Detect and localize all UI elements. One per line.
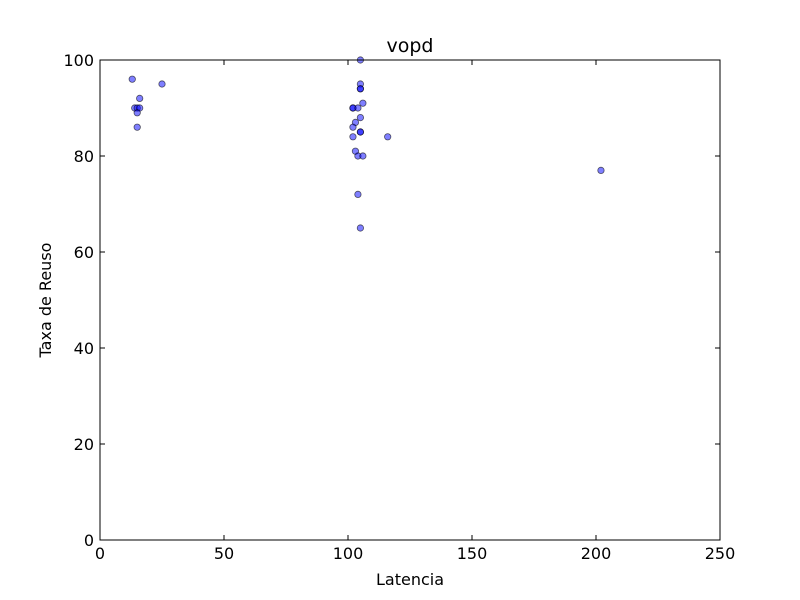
x-tick-label: 250 [705, 544, 736, 563]
data-point [349, 133, 357, 141]
data-point [356, 224, 364, 232]
y-tick-label: 100 [63, 51, 94, 70]
y-axis-label: Taxa de Reuso [36, 243, 55, 359]
plot-frame [99, 59, 721, 541]
data-point [359, 152, 367, 160]
data-point [158, 80, 166, 88]
x-tick-label: 0 [95, 544, 105, 563]
x-axis-label: Latencia [376, 570, 444, 589]
data-point [356, 114, 364, 122]
x-tick-label: 100 [333, 544, 364, 563]
data-point [136, 94, 144, 103]
y-tick-label: 20 [74, 435, 94, 454]
x-tick-label: 200 [581, 544, 612, 563]
y-tick-label: 80 [74, 147, 94, 166]
data-point [597, 166, 605, 174]
data-point [133, 123, 141, 131]
y-tick-label: 0 [84, 531, 94, 550]
y-tick-label: 60 [74, 243, 94, 262]
x-tick-label: 50 [214, 544, 234, 563]
data-point [128, 75, 136, 83]
data-point [349, 123, 357, 131]
data-point [354, 104, 362, 112]
chart-title: vopd [387, 35, 434, 57]
data-point [359, 99, 367, 107]
data-point [133, 109, 141, 117]
data-point [384, 133, 392, 141]
y-tick-label: 40 [74, 339, 94, 358]
x-tick-label: 150 [457, 544, 488, 563]
data-point [356, 85, 364, 93]
data-point [354, 190, 362, 198]
plot-area: 0 50 100 150 200 250 0 20 40 60 80 100 [63, 51, 735, 563]
data-point [356, 128, 364, 136]
